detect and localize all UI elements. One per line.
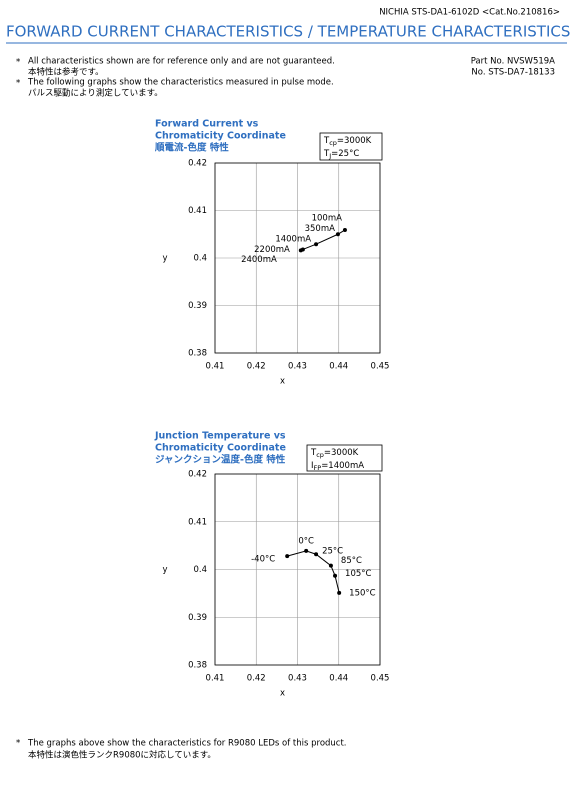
note: The following graphs show the characteri… [27, 78, 334, 88]
point-label: 1400mA [275, 235, 311, 245]
data-point [314, 552, 319, 557]
y-axis-label: y [162, 254, 167, 264]
x-tick-label: 0.43 [288, 674, 307, 684]
y-tick-label: 0.39 [188, 301, 207, 311]
condition-symbol: T [310, 448, 317, 458]
point-label: 2200mA [254, 245, 290, 255]
y-tick-label: 0.38 [188, 349, 207, 359]
data-point [335, 232, 340, 237]
y-tick-label: 0.42 [188, 470, 207, 480]
condition-symbol: I [311, 461, 314, 471]
point-label: 100mA [312, 213, 343, 223]
condition-value: =1400mA [321, 461, 364, 471]
x-tick-label: 0.42 [247, 362, 266, 372]
page-title: FORWARD CURRENT CHARACTERISTICS / TEMPER… [6, 23, 570, 41]
note: 本特性は参考です。 [28, 67, 104, 78]
condition: TJ=25°C [323, 149, 359, 161]
x-tick-label: 0.44 [329, 674, 348, 684]
condition-box [306, 444, 383, 472]
part-no: No. STS-DA7-18133 [471, 68, 555, 78]
condition-value: =3000K [324, 448, 359, 458]
x-tick-label: 0.43 [288, 362, 307, 372]
x-axis-label: x [280, 689, 285, 699]
x-tick-label: 0.44 [329, 362, 348, 372]
condition-sub: cp [329, 139, 337, 147]
point-label: 2400mA [241, 255, 277, 265]
plot-frame [214, 162, 381, 354]
chart-title: Chromaticity Coordinate [155, 131, 286, 142]
x-tick-label: 0.45 [371, 362, 390, 372]
note-mark: * [16, 79, 20, 89]
data-point [298, 248, 303, 253]
footer-note: The graphs above show the characteristic… [27, 739, 347, 749]
series-line [287, 550, 340, 594]
point-label: -40°C [251, 555, 275, 565]
condition-sub: J [328, 152, 331, 160]
data-point [314, 242, 319, 247]
data-point [337, 590, 342, 595]
data-point [285, 554, 290, 559]
point-label: 150°C [349, 588, 375, 598]
y-tick-label: 0.4 [193, 565, 207, 575]
data-point [333, 573, 338, 578]
chart-subtitle: ジャンクション温度-色度 特性 [155, 454, 286, 466]
condition-box [319, 132, 383, 161]
condition-sub: cp [316, 451, 324, 459]
y-tick-label: 0.39 [188, 613, 207, 623]
note: パルス駆動により測定しています。 [28, 88, 163, 99]
y-tick-label: 0.41 [188, 206, 207, 216]
footer-mark: * [16, 739, 20, 749]
chart-title: Junction Temperature vs [154, 431, 286, 442]
y-tick-label: 0.38 [188, 661, 207, 671]
condition-symbol: T [323, 149, 330, 159]
condition-sub: FP [314, 464, 322, 472]
data-point [328, 563, 333, 568]
point-label: 350mA [305, 224, 336, 234]
chart-title: Chromaticity Coordinate [155, 443, 286, 454]
point-label: 25°C [322, 547, 343, 557]
note-mark: * [16, 58, 20, 68]
condition: Tcp=3000K [310, 448, 359, 460]
x-tick-label: 0.41 [206, 362, 225, 372]
condition-symbol: T [323, 136, 330, 146]
doc-id: NICHIA STS-DA1-6102D <Cat.No.210816> [379, 8, 560, 18]
condition-value: =25°C [331, 149, 359, 159]
condition: IFP=1400mA [311, 461, 364, 473]
point-label: 105°C [345, 569, 371, 579]
point-label: 0°C [298, 536, 314, 546]
condition: Tcp=3000K [323, 136, 372, 148]
point-label: 85°C [341, 556, 362, 566]
y-axis-label: y [162, 565, 167, 575]
chart-title: Forward Current vs [155, 119, 259, 130]
x-tick-label: 0.42 [247, 674, 266, 684]
y-tick-label: 0.4 [193, 254, 207, 264]
note: All characteristics shown are for refere… [28, 57, 335, 67]
condition-value: =3000K [337, 136, 372, 146]
x-axis-label: x [280, 377, 285, 387]
x-tick-label: 0.41 [206, 674, 225, 684]
data-point [342, 227, 347, 232]
x-tick-label: 0.45 [371, 674, 390, 684]
chart-subtitle: 順電流-色度 特性 [154, 142, 229, 154]
data-point [304, 548, 309, 553]
part-no: Part No. NVSW519A [471, 57, 555, 67]
plot-frame [214, 473, 381, 666]
y-tick-label: 0.41 [188, 517, 207, 527]
y-tick-label: 0.42 [188, 159, 207, 169]
footer-note: 本特性は演色性ランクR9080に対応しています。 [28, 750, 216, 761]
